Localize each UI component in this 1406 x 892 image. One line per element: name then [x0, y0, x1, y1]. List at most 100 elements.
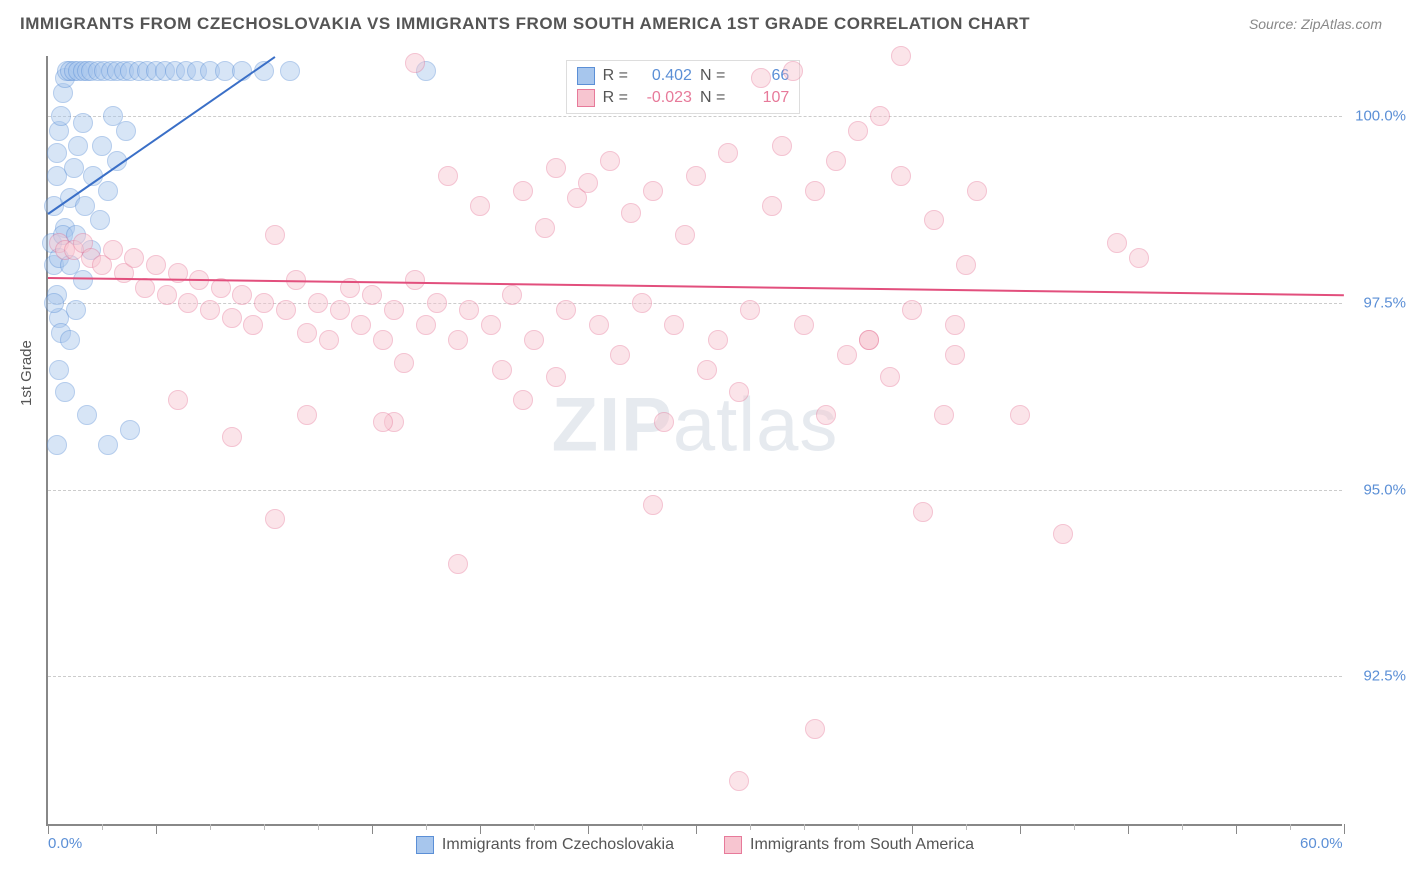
x-tick-major: [156, 824, 157, 834]
r-label-1: R =: [603, 67, 628, 85]
x-tick-major: [48, 824, 49, 834]
data-point: [276, 300, 296, 320]
data-point: [77, 405, 97, 425]
data-point: [751, 68, 771, 88]
data-point: [51, 106, 71, 126]
data-point: [880, 367, 900, 387]
x-tick-minor: [1182, 824, 1183, 830]
data-point: [200, 300, 220, 320]
n-label-1: N =: [700, 67, 725, 85]
data-point: [64, 158, 84, 178]
data-point: [794, 315, 814, 335]
n-label-2: N =: [700, 89, 725, 107]
data-point: [708, 330, 728, 350]
swatch-series-2: [577, 89, 595, 107]
data-point: [120, 420, 140, 440]
data-point: [967, 181, 987, 201]
data-point: [870, 106, 890, 126]
data-point: [859, 330, 879, 350]
source-prefix: Source:: [1249, 16, 1301, 32]
data-point: [826, 151, 846, 171]
x-tick-major: [1020, 824, 1021, 834]
data-point: [956, 255, 976, 275]
data-point: [243, 315, 263, 335]
data-point: [837, 345, 857, 365]
x-tick-minor: [264, 824, 265, 830]
legend-swatch-2: [724, 836, 742, 854]
x-tick-minor: [1290, 824, 1291, 830]
data-point: [772, 136, 792, 156]
data-point: [384, 300, 404, 320]
x-tick-major: [912, 824, 913, 834]
data-point: [297, 323, 317, 343]
x-tick-label: 0.0%: [48, 835, 82, 852]
gridline-h: [48, 676, 1342, 677]
data-point: [524, 330, 544, 350]
data-point: [92, 136, 112, 156]
y-tick-label: 97.5%: [1363, 294, 1406, 311]
data-point: [600, 151, 620, 171]
plot-area: ZIPatlas R = 0.402 N = 66 R = -0.023 N =…: [46, 56, 1342, 826]
y-axis-label: 1st Grade: [18, 340, 35, 406]
data-point: [1010, 405, 1030, 425]
data-point: [103, 106, 123, 126]
legend-swatch-1: [416, 836, 434, 854]
data-point: [924, 210, 944, 230]
data-point: [146, 255, 166, 275]
x-tick-minor: [102, 824, 103, 830]
data-point: [481, 315, 501, 335]
data-point: [546, 158, 566, 178]
data-point: [729, 771, 749, 791]
data-point: [265, 509, 285, 529]
data-point: [913, 502, 933, 522]
data-point: [44, 293, 64, 313]
data-point: [535, 218, 555, 238]
data-point: [664, 315, 684, 335]
data-point: [416, 315, 436, 335]
data-point: [448, 554, 468, 574]
data-point: [178, 293, 198, 313]
watermark-light: atlas: [673, 382, 839, 467]
stats-row-series-2: R = -0.023 N = 107: [577, 87, 790, 109]
x-tick-major: [1344, 824, 1345, 834]
data-point: [621, 203, 641, 223]
source-name: ZipAtlas.com: [1301, 16, 1382, 32]
data-point: [891, 166, 911, 186]
data-point: [805, 719, 825, 739]
data-point: [103, 240, 123, 260]
watermark: ZIPatlas: [552, 381, 839, 468]
data-point: [405, 270, 425, 290]
y-tick-label: 100.0%: [1355, 107, 1406, 124]
data-point: [546, 367, 566, 387]
data-point: [729, 382, 749, 402]
data-point: [280, 61, 300, 81]
data-point: [124, 248, 144, 268]
n-value-2: 107: [733, 89, 789, 107]
data-point: [513, 181, 533, 201]
data-point: [319, 330, 339, 350]
data-point: [459, 300, 479, 320]
legend-label-1: Immigrants from Czechoslovakia: [442, 836, 674, 854]
data-point: [1107, 233, 1127, 253]
data-point: [351, 315, 371, 335]
data-point: [578, 173, 598, 193]
x-tick-minor: [804, 824, 805, 830]
data-point: [718, 143, 738, 163]
data-point: [373, 330, 393, 350]
data-point: [90, 210, 110, 230]
data-point: [902, 300, 922, 320]
data-point: [686, 166, 706, 186]
x-tick-minor: [534, 824, 535, 830]
data-point: [945, 315, 965, 335]
data-point: [891, 46, 911, 66]
data-point: [297, 405, 317, 425]
data-point: [492, 360, 512, 380]
data-point: [73, 113, 93, 133]
data-point: [98, 435, 118, 455]
data-point: [697, 360, 717, 380]
data-point: [654, 412, 674, 432]
r-label-2: R =: [603, 89, 628, 107]
data-point: [783, 61, 803, 81]
y-tick-label: 95.0%: [1363, 481, 1406, 498]
data-point: [805, 181, 825, 201]
